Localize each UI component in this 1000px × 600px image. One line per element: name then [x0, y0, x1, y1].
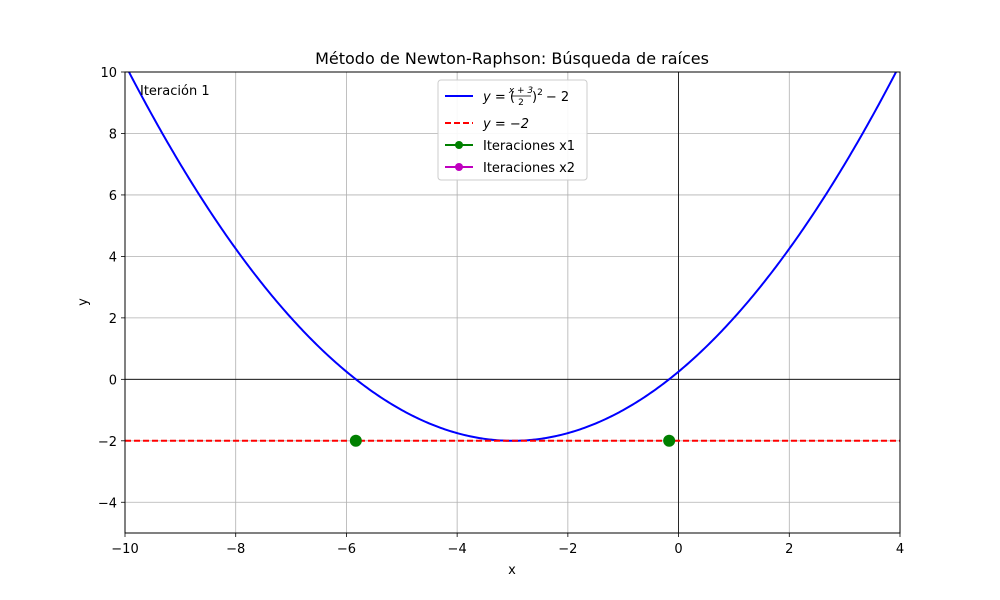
x-tick-label-4: −2 [558, 542, 577, 557]
legend-entry-hline: y = −2 [482, 117, 529, 132]
legend-swatch-x2-marker [455, 163, 463, 171]
iteration-point-3-0 [663, 434, 676, 447]
legend-swatch-x1-marker [455, 141, 463, 149]
plot-frame [124, 71, 901, 534]
y-axis-label: y [76, 298, 91, 306]
legend-entry-curve-close: )2− 2 [532, 88, 569, 105]
iteration-annotation: Iteración 1 [140, 84, 210, 99]
data-layer [125, 72, 900, 447]
legend: y = ( x + 3 2 )2− 2 y = −2 Iteraciones x… [437, 79, 588, 181]
x-tick-label-7: 4 [896, 542, 904, 557]
legend-frac-numerator: x + 3 [508, 86, 534, 96]
x-tick-label-3: −4 [448, 542, 467, 557]
y-tick-label-2: 0 [109, 373, 117, 388]
tick-layer: −10 −8 −6 −4 −2 0 2 4 −4 −2 0 2 4 6 8 10 [98, 66, 904, 557]
legend-box [437, 79, 588, 181]
x-tick-label-5: 0 [674, 542, 682, 557]
y-tick-label-7: 10 [100, 66, 117, 81]
x-tick-label-1: −8 [226, 542, 245, 557]
x-tick-label-2: −6 [337, 542, 356, 557]
legend-entry-curve-prefix: y = [482, 90, 510, 105]
y-tick-label-1: −2 [98, 435, 117, 450]
legend-entry-curve: y = ( [482, 90, 515, 105]
iteration-point-2-0 [349, 434, 362, 447]
chart-title: Método de Newton-Raphson: Búsqueda de ra… [315, 49, 709, 68]
y-tick-label-6: 8 [109, 127, 117, 142]
y-tick-label-3: 2 [109, 312, 117, 327]
legend-entry-x1: Iteraciones x1 [483, 139, 575, 154]
legend-entry-curve-suffix: − 2 [546, 90, 569, 105]
zero-lines [125, 72, 900, 533]
legend-frac-denominator: 2 [518, 98, 524, 108]
legend-entry-curve-exp: 2 [537, 88, 543, 98]
y-tick-label-5: 6 [109, 189, 117, 204]
legend-entry-x2: Iteraciones x2 [483, 161, 575, 176]
y-tick-label-4: 4 [109, 250, 117, 265]
legend-entry-curve-open-paren: ( [510, 90, 515, 105]
x-axis-label: x [508, 563, 516, 578]
y-tick-label-0: −4 [98, 496, 117, 511]
x-tick-label-0: −10 [111, 542, 138, 557]
x-tick-label-6: 2 [785, 542, 793, 557]
